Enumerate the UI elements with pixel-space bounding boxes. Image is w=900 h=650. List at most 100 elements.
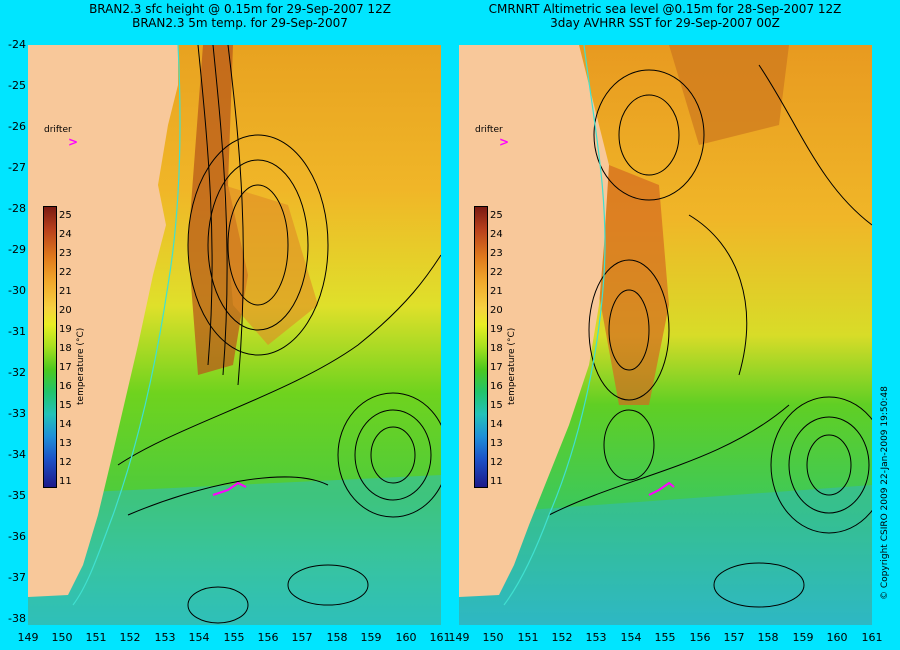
cbar-tick: 19 [59,324,72,335]
cbar-tick: 20 [59,305,72,316]
cbar-tick: 17 [490,362,503,373]
lat-label: -34 [8,448,26,461]
cbar-tick: 25 [59,210,72,221]
lat-label: -25 [8,79,26,92]
left-title-line1: BRAN2.3 sfc height @ 0.15m for 29-Sep-20… [89,2,391,16]
lon-label: 158 [757,631,779,644]
left-map-graphic [28,45,441,625]
lon-label: 155 [654,631,676,644]
cbar-tick: 13 [490,438,503,449]
lon-label: 157 [291,631,313,644]
lat-label: -35 [8,489,26,502]
cbar-tick: 16 [59,381,72,392]
lon-label: 155 [223,631,245,644]
lat-label: -38 [8,612,26,625]
lon-label: 153 [154,631,176,644]
lat-label: -27 [8,161,26,174]
colorbar [474,206,488,488]
lon-label: 161 [861,631,883,644]
lon-label: 149 [448,631,470,644]
lon-label: 154 [188,631,210,644]
cbar-tick: 17 [59,362,72,373]
cbar-tick: 24 [490,229,503,240]
cbar-tick: 22 [59,267,72,278]
cbar-tick: 20 [490,305,503,316]
cbar-tick: 14 [490,419,503,430]
lon-label: 151 [85,631,107,644]
cbar-tick: 21 [59,286,72,297]
lon-label: 150 [482,631,504,644]
lat-label: -37 [8,571,26,584]
isobath-line [72,45,181,606]
colorbar-unit: temperature (°C) [507,327,517,405]
lon-label: 157 [723,631,745,644]
right-title-line2: 3day AVHRR SST for 29-Sep-2007 00Z [550,16,780,30]
lon-label: 161 [429,631,451,644]
cbar-tick: 18 [490,343,503,354]
lon-label: 159 [792,631,814,644]
cbar-tick: 22 [490,267,503,278]
lon-label: 158 [326,631,348,644]
cbar-tick: 15 [490,400,503,411]
land [459,45,609,597]
cbar-tick: 23 [59,248,72,259]
warm-current-core [599,165,669,405]
colorbar [43,206,57,488]
lat-label: -24 [8,38,26,51]
left-title-line2: BRAN2.3 5m temp. for 29-Sep-2007 [132,16,348,30]
lon-label: 159 [360,631,382,644]
left-map-panel: drifter > temperature (°C) 25 24 23 22 2… [28,45,441,625]
lat-label: -33 [8,407,26,420]
cbar-tick: 24 [59,229,72,240]
lon-label: 152 [551,631,573,644]
lon-label: 149 [17,631,39,644]
lon-label: 156 [689,631,711,644]
cbar-tick: 13 [59,438,72,449]
cbar-tick: 25 [490,210,503,221]
colorbar-unit: temperature (°C) [76,327,86,405]
copyright-notice: © Copyright CSIRO 2009 22-Jan-2009 19:50… [880,386,890,600]
lat-label: -30 [8,284,26,297]
drifter-label: drifter [44,125,72,135]
cbar-tick: 18 [59,343,72,354]
cool-water [28,475,441,625]
cbar-tick: 12 [490,457,503,468]
cool-water [459,485,872,625]
land [28,45,178,597]
cbar-tick: 16 [490,381,503,392]
cbar-tick: 23 [490,248,503,259]
cbar-tick: 14 [59,419,72,430]
right-map-panel: drifter > temperature (°C) 25 24 23 22 2… [459,45,872,625]
drifter-marker-icon: > [68,135,79,149]
lon-label: 154 [620,631,642,644]
lat-label: -31 [8,325,26,338]
right-map-title: CMRNRT Altimetric sea level @0.15m for 2… [470,2,860,30]
right-map-graphic [459,45,872,625]
sea-level-contours [548,64,872,608]
lon-label: 160 [826,631,848,644]
cbar-tick: 12 [59,457,72,468]
left-map-title: BRAN2.3 sfc height @ 0.15m for 29-Sep-20… [60,2,420,30]
lat-label: -36 [8,530,26,543]
lat-label: -26 [8,120,26,133]
lat-label: -28 [8,202,26,215]
cbar-tick: 21 [490,286,503,297]
right-title-line1: CMRNRT Altimetric sea level @0.15m for 2… [488,2,842,16]
cbar-tick: 11 [490,476,503,487]
lon-label: 156 [257,631,279,644]
lon-label: 153 [585,631,607,644]
cbar-tick: 15 [59,400,72,411]
lon-label: 151 [517,631,539,644]
drifter-marker-icon: > [499,135,510,149]
cbar-tick: 19 [490,324,503,335]
sea-level-contours [117,45,441,624]
lat-label: -32 [8,366,26,379]
drifter-track [648,481,675,496]
lon-label: 152 [119,631,141,644]
drifter-label: drifter [475,125,503,135]
cbar-tick: 11 [59,476,72,487]
isobath-line [503,45,606,606]
drifter-track [212,481,247,496]
lat-label: -29 [8,243,26,256]
lon-label: 160 [395,631,417,644]
